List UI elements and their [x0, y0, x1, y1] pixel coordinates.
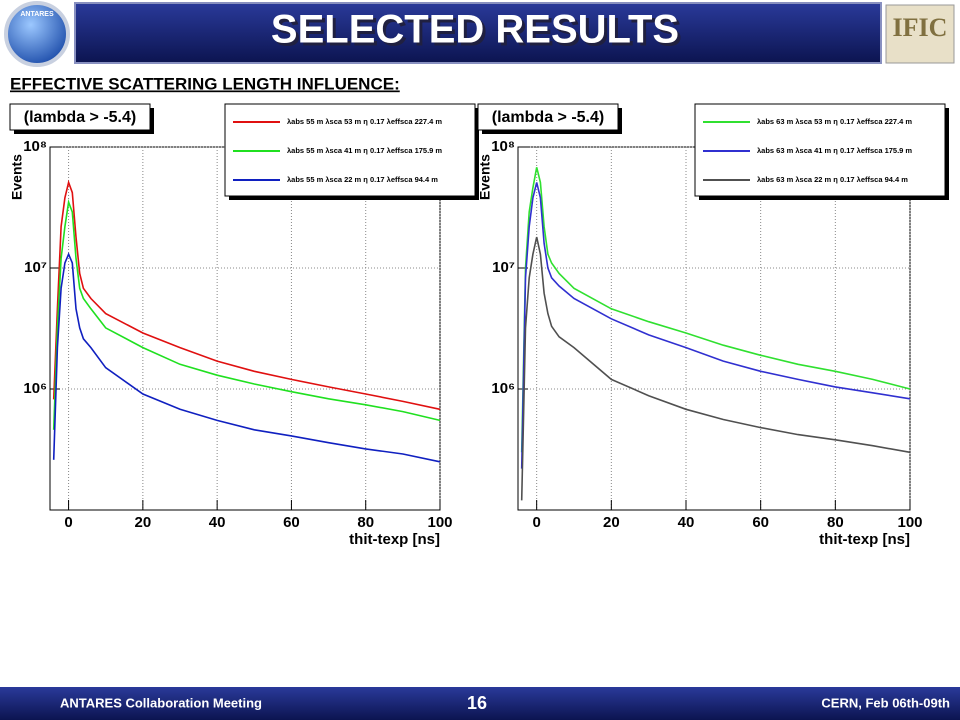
- series-line: [520, 236, 911, 501]
- legend-label: λabs 63 m λsca 53 m η 0.17 λeffsca 227.4…: [757, 117, 912, 126]
- y-tick-label: 10⁸: [491, 138, 515, 155]
- page-number: 16: [467, 693, 487, 713]
- annotation: (lambda > -5.4): [24, 109, 136, 126]
- footer-bar: [0, 687, 960, 720]
- y-tick-label: 10⁸: [23, 138, 47, 155]
- x-tick-label: 60: [752, 514, 769, 531]
- legend-label: λabs 63 m λsca 22 m η 0.17 λeffsca 94.4 …: [757, 175, 908, 184]
- legend-label: λabs 63 m λsca 41 m η 0.17 λeffsca 175.9…: [757, 146, 912, 155]
- x-tick-label: 100: [897, 514, 922, 531]
- y-tick-label: 10⁷: [492, 259, 515, 276]
- x-axis-label: thit-texp [ns]: [819, 531, 910, 548]
- plot-frame: [517, 146, 911, 511]
- logo-right-text: IFIC: [893, 13, 948, 42]
- x-tick-label: 60: [283, 514, 300, 531]
- title-bar: [74, 2, 882, 64]
- y-axis-label: Events: [9, 154, 25, 200]
- logo-left-text: ANTARES: [20, 11, 54, 18]
- x-tick-label: 40: [678, 514, 695, 531]
- y-tick-label: 10⁶: [23, 380, 47, 397]
- legend-label: λabs 55 m λsca 53 m η 0.17 λeffsca 227.4…: [287, 117, 442, 126]
- x-tick-label: 0: [64, 514, 72, 531]
- x-tick-label: 40: [209, 514, 226, 531]
- y-axis-label: Events: [477, 154, 493, 200]
- x-tick-label: 80: [827, 514, 844, 531]
- y-tick-label: 10⁶: [491, 380, 515, 397]
- logo-left: [4, 1, 70, 67]
- footer-left: ANTARES Collaboration Meeting: [60, 695, 262, 710]
- y-tick-label: 10⁷: [24, 259, 47, 276]
- x-tick-label: 20: [135, 514, 152, 531]
- title-shadow: SELECTED RESULTS: [274, 11, 682, 55]
- annotation-box: [9, 103, 151, 131]
- series-line: [52, 179, 441, 411]
- logo-right: [885, 4, 955, 64]
- series-line: [52, 199, 441, 430]
- legend-label: λabs 55 m λsca 22 m η 0.17 λeffsca 94.4 …: [287, 175, 438, 184]
- x-axis-label: thit-texp [ns]: [349, 531, 440, 548]
- x-tick-label: 80: [357, 514, 374, 531]
- footer-right: CERN, Feb 06th-09th: [821, 695, 950, 710]
- series-line: [520, 182, 911, 469]
- x-tick-label: 100: [427, 514, 452, 531]
- x-tick-label: 0: [532, 514, 540, 531]
- subtitle: EFFECTIVE SCATTERING LENGTH INFLUENCE:: [10, 74, 400, 93]
- series-line: [520, 167, 911, 453]
- annotation-box: [477, 103, 619, 131]
- legend-label: λabs 55 m λsca 41 m η 0.17 λeffsca 175.9…: [287, 146, 442, 155]
- title: SELECTED RESULTS: [271, 8, 679, 52]
- annotation: (lambda > -5.4): [492, 109, 604, 126]
- series-line: [52, 252, 441, 463]
- x-tick-label: 20: [603, 514, 620, 531]
